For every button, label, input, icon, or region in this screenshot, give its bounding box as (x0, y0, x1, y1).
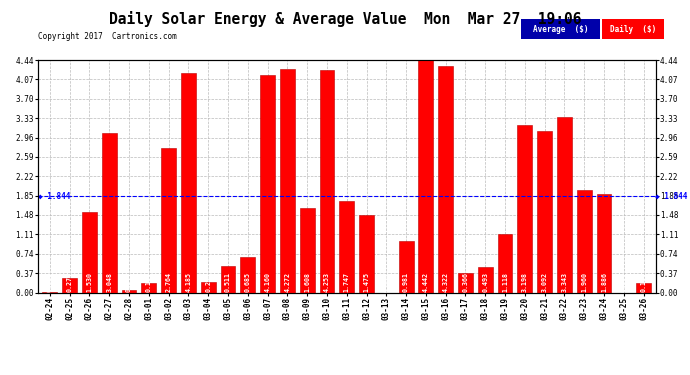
Bar (399, 241, 413, 292)
Bar (538, 130, 552, 292)
Text: 3.343: 3.343 (562, 272, 567, 292)
Text: 0.044: 0.044 (126, 272, 132, 292)
Text: 0.366: 0.366 (462, 272, 469, 292)
Text: 0.981: 0.981 (403, 272, 409, 292)
Text: Daily  ($): Daily ($) (610, 25, 657, 34)
Text: 0.511: 0.511 (225, 272, 231, 292)
Bar (82, 212, 97, 292)
Text: 1.608: 1.608 (304, 272, 310, 292)
Text: 4.160: 4.160 (264, 272, 270, 292)
Bar (418, 60, 433, 292)
Text: ◆ 1.844: ◆ 1.844 (655, 192, 687, 201)
Text: Daily Solar Energy & Average Value  Mon  Mar 27  19:06: Daily Solar Energy & Average Value Mon M… (109, 11, 581, 27)
Bar (221, 266, 235, 292)
Text: 4.272: 4.272 (284, 272, 290, 292)
Bar (280, 69, 295, 292)
Bar (339, 201, 354, 292)
Text: 0.685: 0.685 (245, 272, 250, 292)
Text: 0.186: 0.186 (146, 272, 152, 292)
Bar (102, 133, 117, 292)
Text: 4.185: 4.185 (186, 272, 191, 292)
Text: Copyright 2017  Cartronics.com: Copyright 2017 Cartronics.com (38, 32, 177, 41)
Bar (62, 278, 77, 292)
Text: 0.186: 0.186 (640, 272, 647, 292)
Bar (260, 75, 275, 292)
Bar (597, 194, 611, 292)
Text: 1.886: 1.886 (601, 272, 607, 292)
Text: 0.274: 0.274 (67, 272, 72, 292)
Text: 4.253: 4.253 (324, 272, 330, 292)
Bar (161, 148, 176, 292)
Text: ◆ 1.844: ◆ 1.844 (39, 192, 70, 201)
Bar (518, 125, 532, 292)
Bar (478, 267, 493, 292)
Bar (240, 256, 255, 292)
Text: 4.322: 4.322 (443, 272, 448, 292)
Text: 0.000: 0.000 (621, 272, 627, 292)
Bar (319, 70, 335, 292)
Bar (359, 215, 374, 292)
Text: 0.011: 0.011 (47, 272, 53, 292)
Text: 3.198: 3.198 (522, 272, 528, 292)
Text: 4.442: 4.442 (423, 272, 429, 292)
Bar (181, 74, 196, 292)
Text: 0.208: 0.208 (205, 272, 211, 292)
Text: 1.747: 1.747 (344, 272, 350, 292)
Bar (121, 290, 137, 292)
Bar (458, 273, 473, 292)
Bar (201, 282, 215, 292)
Bar (299, 208, 315, 292)
Bar (141, 283, 156, 292)
Bar (577, 190, 591, 292)
Text: 3.048: 3.048 (106, 272, 112, 292)
Text: 3.092: 3.092 (542, 272, 548, 292)
Text: 1.475: 1.475 (364, 272, 370, 292)
Bar (636, 283, 651, 292)
Text: 1.118: 1.118 (502, 272, 508, 292)
Text: 0.000: 0.000 (384, 272, 389, 292)
Text: 1.960: 1.960 (581, 272, 587, 292)
Text: Average  ($): Average ($) (533, 25, 589, 34)
Text: 2.764: 2.764 (166, 272, 172, 292)
Bar (497, 234, 513, 292)
Bar (438, 66, 453, 292)
Text: 1.530: 1.530 (86, 272, 92, 292)
Bar (557, 117, 572, 292)
Text: 0.493: 0.493 (482, 272, 489, 292)
